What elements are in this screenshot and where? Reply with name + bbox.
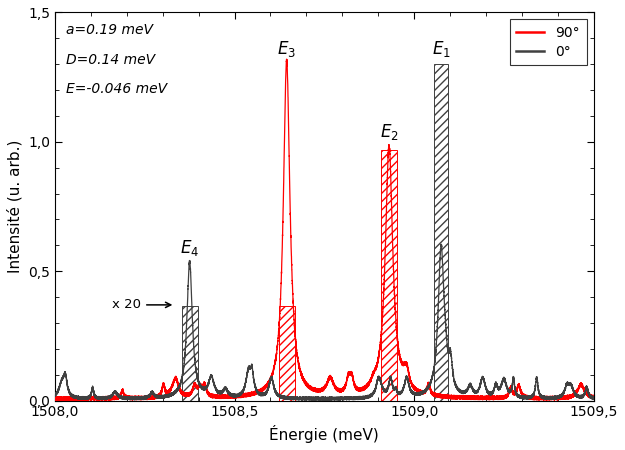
Text: E=-0.046 meV: E=-0.046 meV: [66, 82, 167, 96]
X-axis label: Énergie (meV): Énergie (meV): [269, 425, 379, 443]
Text: $E_3$: $E_3$: [277, 39, 296, 59]
Text: $E_4$: $E_4$: [180, 238, 199, 258]
Text: a=0.19 meV: a=0.19 meV: [66, 23, 152, 37]
Bar: [434, 64, 448, 400]
Bar: [381, 149, 397, 400]
Text: $E_1$: $E_1$: [432, 39, 451, 59]
Legend: 90°, 0°: 90°, 0°: [509, 19, 587, 65]
Bar: [279, 306, 294, 400]
Y-axis label: Intensité (u. arb.): Intensité (u. arb.): [7, 140, 22, 273]
Text: x 20: x 20: [112, 298, 171, 311]
Bar: [182, 306, 198, 400]
Text: D=0.14 meV: D=0.14 meV: [66, 53, 155, 67]
Text: $E_2$: $E_2$: [379, 122, 398, 142]
